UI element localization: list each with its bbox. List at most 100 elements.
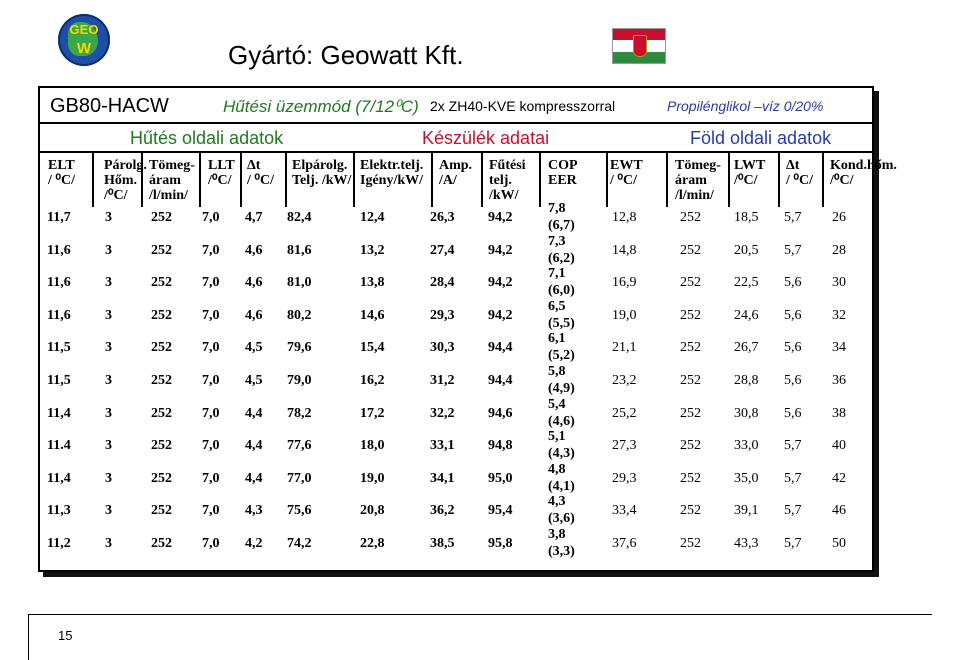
- column-header-line: Elpárolg.: [292, 158, 348, 173]
- data-table-panel: GB80-HACW Hűtési üzemmód (7/12⁰C) 2x ZH4…: [38, 86, 897, 572]
- table-cell: 32: [832, 307, 846, 323]
- table-cell: 252: [680, 275, 701, 291]
- table-cell: 12,4: [360, 210, 385, 225]
- cop-eer-value: (4,3): [548, 446, 575, 462]
- compressor-label: 2x ZH40-KVE kompresszorral: [430, 98, 616, 114]
- column-separator: [199, 151, 201, 207]
- table-cell: 38: [832, 405, 846, 421]
- column-header-line: Kond.hőm.: [830, 158, 897, 173]
- cop-eer-value: (3,3): [548, 544, 575, 559]
- cop-value: 6,1: [548, 331, 566, 347]
- table-cell: 3: [105, 503, 112, 519]
- table-cell: 19,0: [612, 307, 637, 323]
- table-cell: 5,6: [784, 275, 802, 291]
- table-cell: 7,0: [202, 373, 220, 388]
- table-cell: 16,2: [360, 373, 385, 388]
- column-header-line: Telj. /kW/: [292, 173, 352, 188]
- table-cell: 30: [832, 275, 846, 291]
- table-cell: 28,4: [430, 275, 455, 291]
- cop-value: 4,3: [548, 494, 566, 510]
- section-rule: [40, 151, 872, 153]
- table-cell: 4,4: [245, 470, 263, 486]
- page-border-line: [28, 614, 932, 615]
- cooling-mode-label: Hűtési üzemmód (7/12⁰C): [223, 97, 419, 116]
- table-cell: 81,6: [287, 242, 312, 258]
- table-cell: 252: [151, 373, 172, 388]
- column-header-line: Tömeg-: [675, 158, 721, 173]
- column-header-dt2: Δt / ⁰C/: [786, 158, 813, 188]
- cop-value: 7,8: [548, 201, 566, 216]
- table-cell: 252: [680, 438, 701, 454]
- table-cell: 50: [832, 536, 846, 551]
- cop-eer-value: (6,7): [548, 218, 575, 233]
- table-cell: 82,4: [287, 210, 312, 225]
- table-cell: 252: [151, 470, 172, 486]
- table-cell: 5,7: [784, 438, 802, 454]
- table-cell: 4,5: [245, 373, 263, 388]
- table-cell: 94,2: [488, 307, 513, 323]
- table-cell: 252: [680, 373, 701, 388]
- column-header-line: / ⁰C/: [786, 173, 814, 188]
- table-cell: 7,0: [202, 503, 220, 519]
- table-cell: 4,5: [245, 340, 263, 356]
- column-header-line: áram: [675, 173, 707, 188]
- table-cell: 252: [151, 242, 172, 258]
- column-header-line: ELT: [48, 158, 75, 173]
- column-header-elec-power: Elektr.telj. Igény/kW/: [360, 158, 423, 188]
- table-cell: 79,0: [287, 373, 312, 388]
- table-cell: 78,2: [287, 405, 312, 421]
- table-cell: 252: [151, 210, 172, 225]
- table-cell: 37,6: [612, 536, 637, 551]
- column-header-line: /l/min/: [149, 188, 188, 203]
- cop-value: 6,5: [548, 298, 566, 314]
- column-header-line: /l/min/: [675, 188, 714, 203]
- column-header-line: Δt: [786, 158, 800, 173]
- column-header-line: EWT: [610, 158, 643, 173]
- table-cell: 252: [151, 536, 172, 551]
- column-separator: [539, 151, 541, 207]
- table-cell: 13,8: [360, 275, 385, 291]
- table-cell: 7,0: [202, 275, 220, 291]
- table-cell: 19,0: [360, 470, 385, 486]
- column-header-cond-temp: Kond.hőm./⁰C/: [830, 158, 897, 188]
- column-header-line: Igény/kW/: [360, 173, 424, 188]
- table-cell: 34: [832, 340, 846, 356]
- table-cell: 25,2: [612, 405, 637, 421]
- column-header-line: telj.: [489, 173, 512, 188]
- table-cell: 252: [680, 405, 701, 421]
- column-separator: [822, 151, 824, 207]
- column-header-line: LLT: [208, 158, 235, 173]
- table-cell: 252: [680, 242, 701, 258]
- table-cell: 252: [151, 340, 172, 356]
- column-header-line: COP: [548, 158, 578, 173]
- cop-eer-value: (5,2): [548, 348, 575, 364]
- table-cell: 33,1: [430, 438, 455, 454]
- table-cell: 28: [832, 242, 846, 258]
- table-cell: 28,8: [734, 373, 759, 388]
- table-cell: 94,2: [488, 242, 513, 258]
- logo-text-w: W: [76, 40, 92, 57]
- table-cell: 77,6: [287, 438, 312, 454]
- table-cell: 94,2: [488, 210, 513, 225]
- cop-value: 3,8: [548, 527, 566, 542]
- table-cell: 11,6: [47, 242, 71, 258]
- section-device-data: Készülék adatai: [422, 128, 550, 148]
- table-cell: 7,0: [202, 470, 220, 486]
- column-separator: [285, 151, 287, 207]
- table-cell: 252: [680, 307, 701, 323]
- table-cell: 79,6: [287, 340, 312, 356]
- model-name: GB80-HACW: [50, 95, 169, 117]
- column-separator: [92, 151, 94, 207]
- page-number: 15: [58, 628, 73, 643]
- table-cell: 5,7: [784, 210, 802, 225]
- table-cell: 7,0: [202, 536, 220, 551]
- table-cell: 77,0: [287, 470, 312, 486]
- table-cell: 3: [105, 405, 112, 421]
- table-cell: 39,1: [734, 503, 759, 519]
- table-cell: 38,5: [430, 536, 455, 551]
- column-separator: [666, 151, 668, 207]
- cop-value: 7,1: [548, 266, 566, 282]
- table-cell: 26,3: [430, 210, 455, 225]
- table-cell: 36,2: [430, 503, 455, 519]
- cop-eer-value: (6,0): [548, 283, 575, 299]
